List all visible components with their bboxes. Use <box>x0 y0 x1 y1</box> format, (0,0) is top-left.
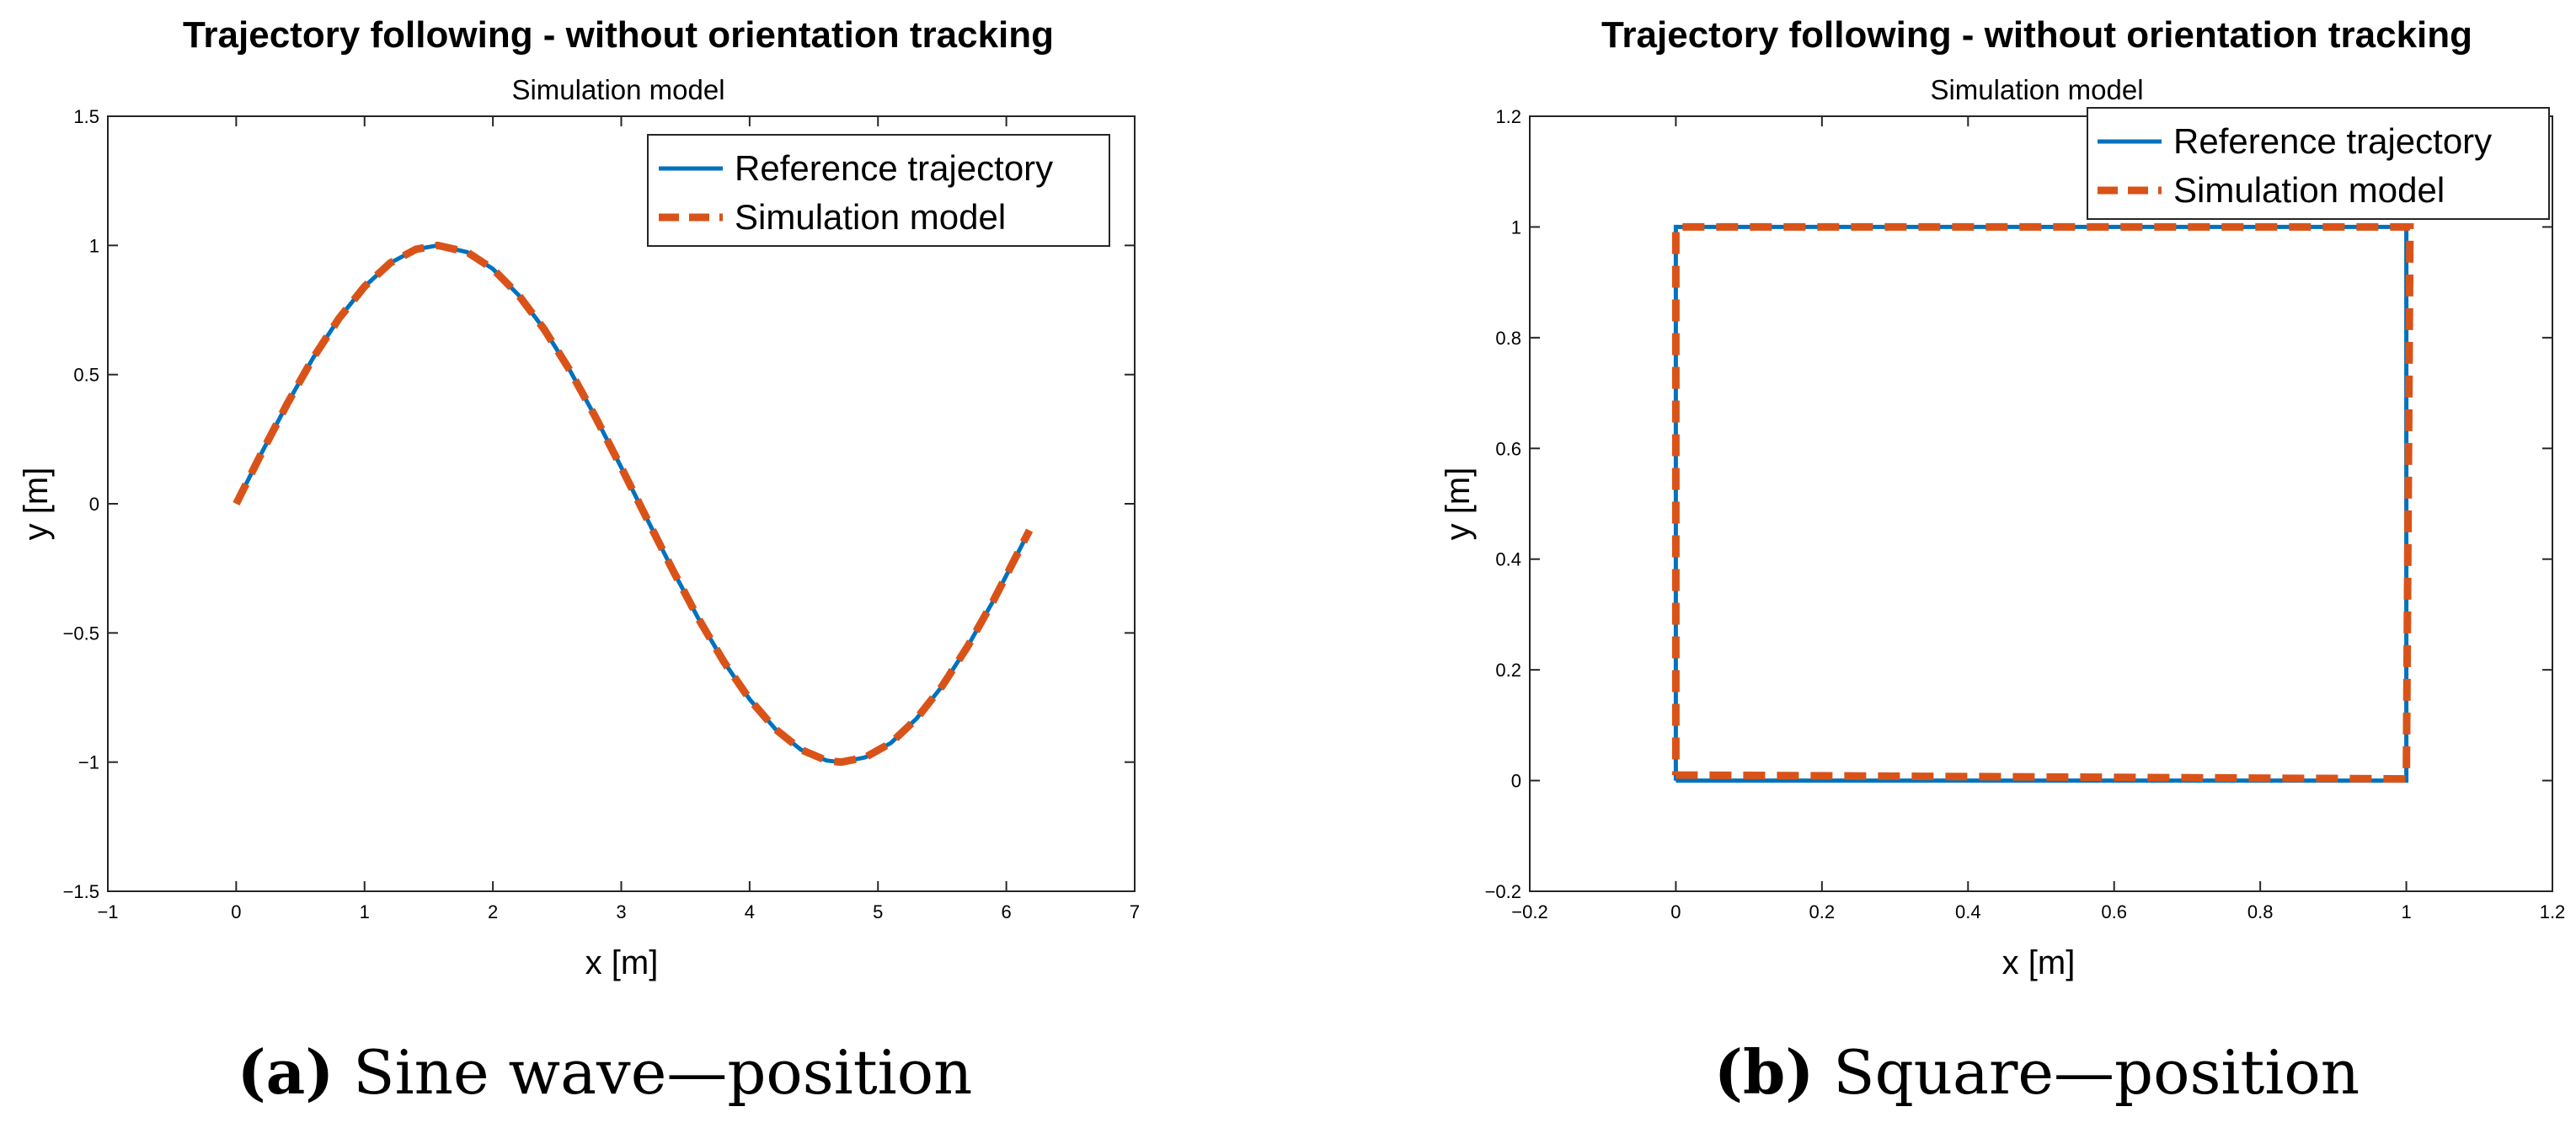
chart-b-ytick-label: 0.8 <box>1495 328 1521 349</box>
chart-a-xtick-label: −1 <box>97 901 118 922</box>
chart-b-legend-box <box>2087 107 2550 220</box>
chart-a-xtick-label: 6 <box>1002 901 1012 922</box>
chart-b-ytick-label: −0.2 <box>1485 881 1521 902</box>
chart-a-ytick-label: 1.5 <box>73 106 99 127</box>
chart-a-xtick-label: 4 <box>745 901 755 922</box>
chart-a: Trajectory following - without orientati… <box>18 14 1140 1108</box>
chart-b-xlabel: x [m] <box>2002 944 2076 981</box>
chart-a-xtick-label: 5 <box>873 901 883 922</box>
chart-a-legend: Reference trajectory Simulation model <box>647 134 1110 247</box>
chart-b-xtick-label: 0.4 <box>1955 901 1981 922</box>
chart-a-xtick-label: 2 <box>488 901 498 922</box>
chart-b-ylabel: y [m] <box>1440 468 1477 541</box>
chart-a-series-reference-line <box>234 243 1032 765</box>
chart-a-caption-text: Sine wave—position <box>334 1037 972 1108</box>
chart-b-series-reference-line <box>1673 224 2409 783</box>
chart-b-ytick-label: 1 <box>1511 217 1521 238</box>
chart-a-subtitle: Simulation model <box>511 74 724 105</box>
chart-b-legend-reference-label: Reference trajectory <box>2173 121 2492 161</box>
chart-b-subtitle: Simulation model <box>1930 74 2143 105</box>
chart-b-ytick-label: 0.4 <box>1495 549 1521 570</box>
chart-b-xtick-label: 1.2 <box>2540 901 2566 922</box>
chart-a-legend-box <box>647 134 1110 247</box>
chart-a-ytick-label: 0.5 <box>73 365 99 386</box>
chart-a-xtick-label: 3 <box>616 901 626 922</box>
chart-a-caption: (a) Sine wave—position <box>238 1036 973 1108</box>
chart-a-xticks: −1 0 1 2 3 4 5 6 7 <box>97 116 1140 922</box>
chart-a-ylabel: y [m] <box>18 468 55 541</box>
chart-b-axes-box <box>1529 115 2553 892</box>
chart-a-yticks: −1.5 −1 −0.5 0 0.5 1 1.5 <box>63 106 1135 902</box>
chart-a-ytick-label: 1 <box>89 235 99 256</box>
chart-a-ytick-label: −1.5 <box>63 881 99 902</box>
chart-b-legend: Reference trajectory Simulation model <box>2087 107 2550 220</box>
chart-b-ytick-label: 0.2 <box>1495 660 1521 681</box>
chart-a-xlabel: x [m] <box>585 944 659 981</box>
chart-b-xtick-label: 0.8 <box>2247 901 2274 922</box>
chart-a-xtick-label: 0 <box>231 901 241 922</box>
chart-b-xtick-label: 0.6 <box>2101 901 2127 922</box>
chart-b-yticks: −0.2 0 0.2 0.4 0.6 0.8 1 1.2 <box>1485 106 2552 902</box>
chart-b-xtick-label: 0 <box>1670 901 1681 922</box>
chart-b-ytick-label: 0.6 <box>1495 438 1521 459</box>
chart-b-legend-simulation-label: Simulation model <box>2173 170 2445 210</box>
chart-a-title: Trajectory following - without orientati… <box>183 14 1054 56</box>
chart-b-ytick-label: 1.2 <box>1495 106 1521 127</box>
chart-b: Trajectory following - without orientati… <box>1440 14 2565 1108</box>
chart-a-ytick-label: −1 <box>78 752 99 773</box>
chart-b-ytick-label: 0 <box>1511 771 1521 792</box>
chart-a-ytick-label: 0 <box>89 494 99 515</box>
chart-a-ytick-label: −0.5 <box>63 623 99 644</box>
chart-b-xtick-label: −0.2 <box>1511 901 1547 922</box>
chart-a-legend-reference-label: Reference trajectory <box>735 148 1053 188</box>
chart-b-xtick-label: 1 <box>2401 901 2411 922</box>
chart-a-xtick-label: 7 <box>1130 901 1140 922</box>
chart-a-series-simulation-line <box>232 241 1034 767</box>
chart-a-xtick-label: 1 <box>360 901 370 922</box>
chart-b-caption-letter: (b) <box>1714 1036 1814 1108</box>
chart-b-caption-text: Square—position <box>1814 1037 2360 1108</box>
chart-b-series-simulation-line <box>1671 222 2414 783</box>
chart-b-xtick-label: 0.2 <box>1809 901 1836 922</box>
chart-a-caption-letter: (a) <box>238 1036 334 1108</box>
chart-b-xticks: −0.2 0 0.2 0.4 0.6 0.8 1 1.2 <box>1511 116 2565 922</box>
chart-b-caption: (b) Square—position <box>1714 1036 2360 1108</box>
chart-a-legend-simulation-label: Simulation model <box>735 197 1006 237</box>
chart-b-title: Trajectory following - without orientati… <box>1601 14 2472 56</box>
